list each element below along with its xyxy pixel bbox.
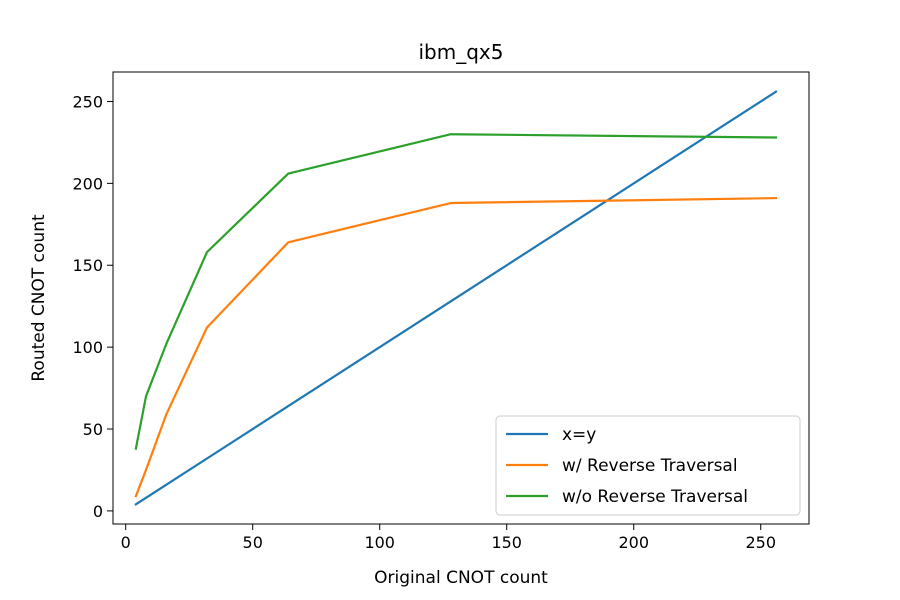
y-axis: 0 50 100 150 200 250 [72,92,113,521]
y-tick-label: 0 [93,502,103,521]
x-tick-label: 50 [243,533,263,552]
x-tick-label: 100 [364,533,395,552]
x-axis: 0 50 100 150 200 250 [121,524,776,552]
legend-box [495,415,801,516]
x-tick-label: 200 [618,533,649,552]
y-tick-label: 100 [72,338,103,357]
series-line-2 [134,196,778,498]
y-tick-label: 200 [72,174,103,193]
x-axis-label: Original CNOT count [374,568,548,588]
y-tick-label: 150 [72,256,103,275]
legend-label: x=y [562,425,596,445]
legend-label: w/ Reverse Traversal [562,456,738,476]
series-layer [134,90,778,506]
plot-border [112,71,810,525]
chart-title: ibm_qx5 [419,40,504,64]
y-axis-label: Routed CNOT count [29,214,49,382]
series-line-1 [134,90,778,506]
y-tick-label: 50 [83,420,103,439]
legend-label: w/o Reverse Traversal [562,487,748,507]
y-tick-label: 250 [72,92,103,111]
x-tick-label: 250 [745,533,776,552]
x-tick-label: 0 [121,533,131,552]
x-tick-label: 150 [491,533,522,552]
legend: x=y w/ Reverse Traversal w/o Reverse Trave… [495,415,801,516]
series-line-3 [134,133,778,450]
